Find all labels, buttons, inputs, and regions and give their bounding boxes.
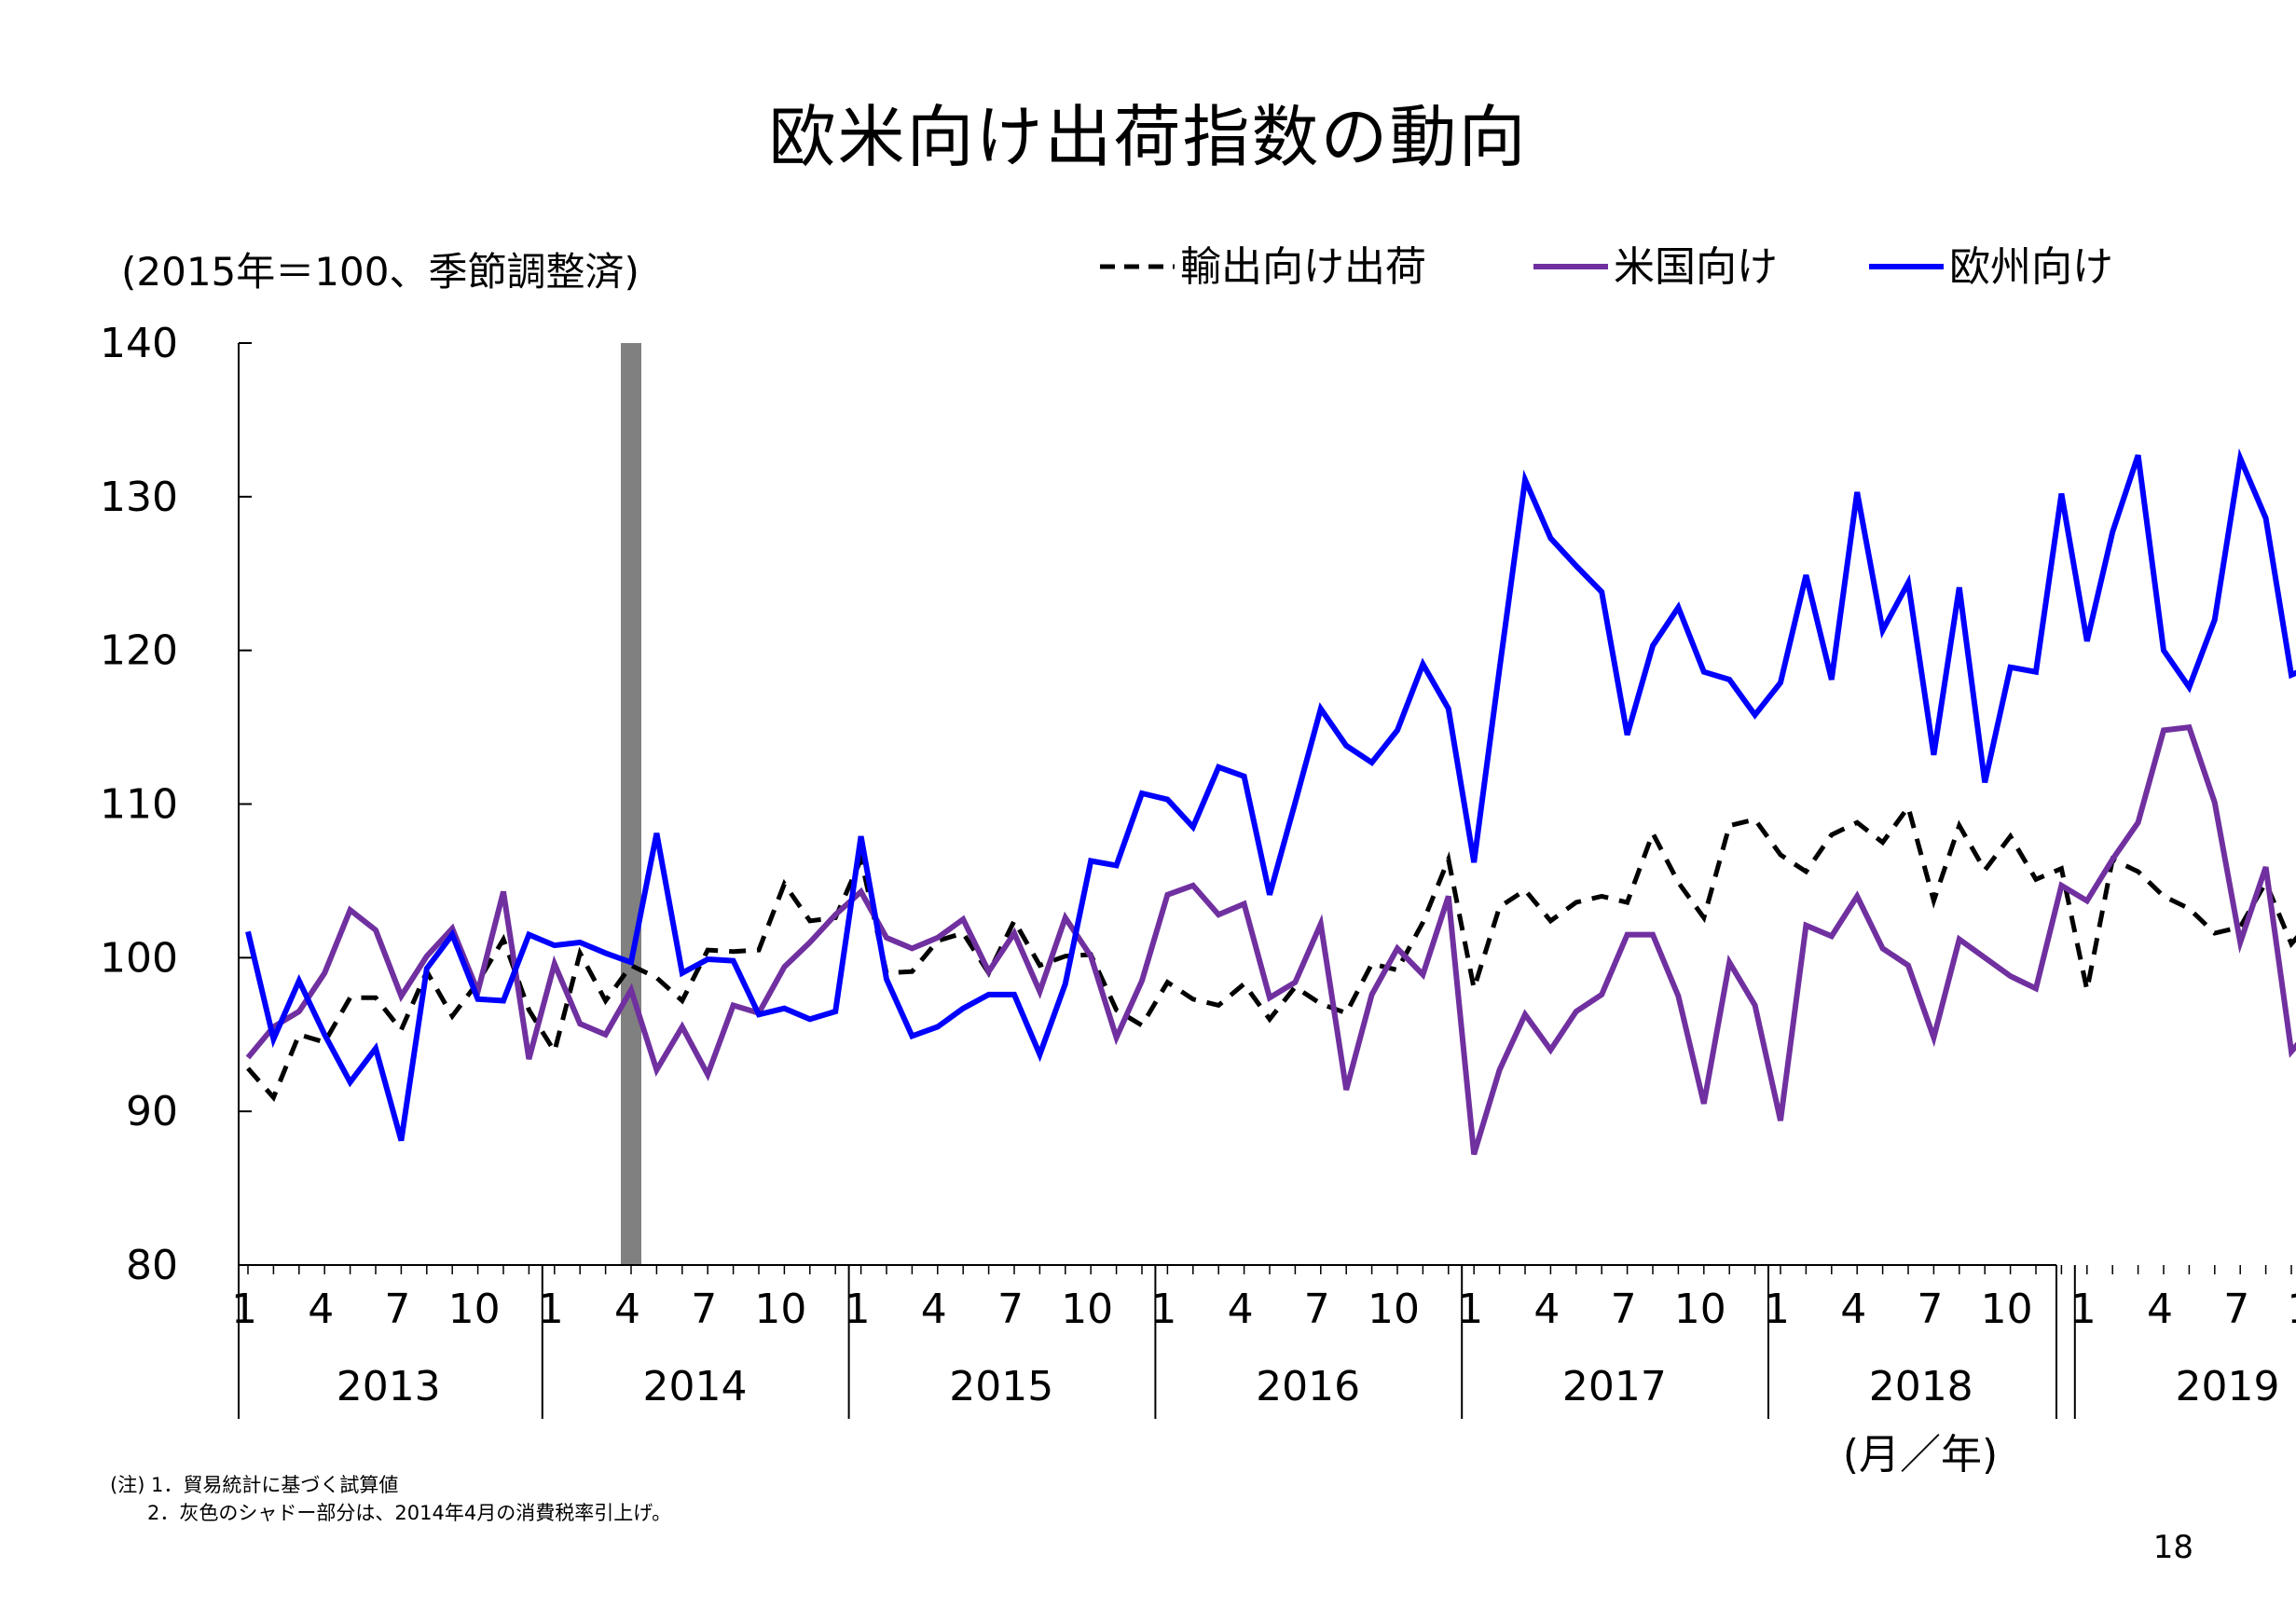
month-tick-label: 4 [614, 1286, 640, 1333]
series-line-eu [245, 447, 2296, 1142]
month-tick-label: 7 [384, 1286, 410, 1333]
month-tick-label: 10 [448, 1286, 501, 1333]
month-tick-label: 7 [1611, 1286, 1637, 1333]
year-label: 2016 [1256, 1363, 1360, 1410]
month-tick-label: 4 [308, 1286, 334, 1333]
y-tick-label: 120 [100, 627, 178, 675]
month-tick-label: 7 [997, 1286, 1024, 1333]
unit-note: (2015年＝100、季節調整済) [121, 249, 639, 295]
legend-label-eu: 欧州向け [1949, 243, 2113, 291]
month-tick-label: 1 [845, 1286, 871, 1333]
month-tick-label: 7 [1917, 1286, 1943, 1333]
shade-band [621, 343, 641, 1265]
month-tick-label: 7 [2223, 1286, 2249, 1333]
year-label: 2013 [337, 1363, 441, 1410]
y-tick-label: 130 [100, 474, 178, 521]
y-tick-label: 110 [100, 781, 178, 829]
month-tick-label: 4 [1533, 1286, 1560, 1333]
y-tick-label: 140 [100, 320, 178, 367]
month-tick-label: 1 [1457, 1286, 1483, 1333]
notes: (注) 1．貿易統計に基づく試算値 2．灰色のシャドー部分は、2014年4月の消… [110, 1471, 671, 1527]
month-tick-label: 4 [1840, 1286, 1866, 1333]
month-tick-label: 4 [1228, 1286, 1254, 1333]
month-tick-label: 4 [921, 1286, 947, 1333]
month-tick-label: 10 [1674, 1286, 1726, 1333]
month-tick-label: 7 [691, 1286, 717, 1333]
series-line-total [246, 802, 2296, 1102]
y-tick-label: 100 [100, 934, 178, 982]
month-tick-label: 7 [1304, 1286, 1330, 1333]
year-label: 2017 [1562, 1363, 1667, 1410]
month-tick-label: 1 [2070, 1286, 2097, 1333]
month-tick-label: 1 [1764, 1286, 1790, 1333]
note-2: 2．灰色のシャドー部分は、2014年4月の消費税率引上げ。 [110, 1502, 672, 1524]
month-tick-label: 10 [1368, 1286, 1420, 1333]
note-1: (注) 1．貿易統計に基づく試算値 [110, 1474, 399, 1496]
year-label: 2018 [1869, 1363, 1973, 1410]
month-year-label: (月／年) [1843, 1431, 1998, 1479]
page-number: 18 [2152, 1529, 2193, 1566]
month-tick-label: 10 [754, 1286, 806, 1333]
year-label: 2014 [643, 1363, 748, 1410]
legend-label-us: 米国向け [1614, 243, 1778, 291]
chart-title: 欧米向け出荷指数の動向 [768, 98, 1528, 176]
month-tick-label: 10 [1061, 1286, 1113, 1333]
month-tick-label: 10 [1981, 1286, 2033, 1333]
y-tick-label: 80 [126, 1242, 178, 1289]
year-label: 2019 [2176, 1363, 2280, 1410]
series-line-us [245, 723, 2296, 1156]
legend-label-total: 輸出向け出荷 [1180, 243, 1426, 291]
month-tick-label: 1 [1150, 1286, 1176, 1333]
month-tick-label: 1 [538, 1286, 564, 1333]
month-tick-label: 1 [231, 1286, 257, 1333]
month-tick-label: 4 [2147, 1286, 2173, 1333]
y-tick-label: 90 [126, 1088, 178, 1135]
year-label: 2015 [949, 1363, 1053, 1410]
month-tick-label: 10 [2287, 1286, 2296, 1333]
